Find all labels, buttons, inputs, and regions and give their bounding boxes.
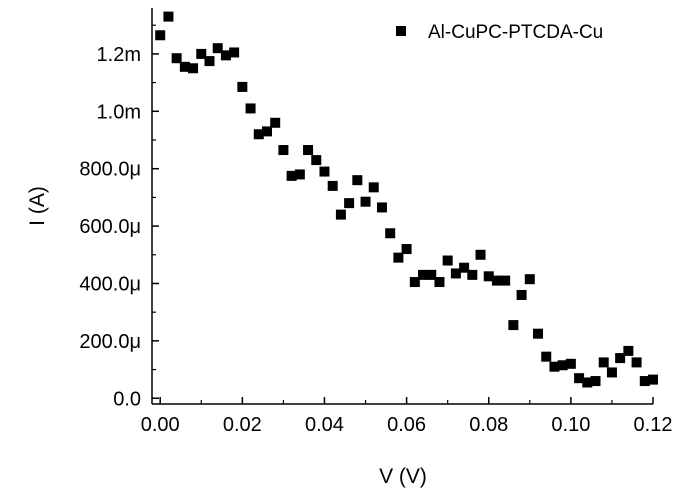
data-point	[574, 373, 585, 384]
y-axis: 0.0 200.0μ 400.0μ 600.0μ 800.0μ 1.0m 1.2m	[79, 8, 159, 410]
data-point	[245, 103, 256, 114]
data-point	[155, 30, 166, 41]
data-point	[237, 81, 248, 92]
data-point	[344, 198, 355, 209]
data-point	[500, 275, 511, 286]
data-point	[229, 47, 240, 58]
data-point	[311, 155, 322, 166]
data-point	[163, 11, 174, 22]
data-point	[450, 268, 461, 279]
data-point	[368, 182, 379, 193]
data-point	[212, 43, 223, 54]
x-tick-label: 0.04	[305, 414, 344, 436]
data-point	[179, 61, 190, 72]
data-point	[516, 289, 527, 300]
data-point	[360, 196, 371, 207]
x-tick-label: 0.06	[387, 414, 426, 436]
data-point	[598, 357, 609, 368]
x-axis: 0.00 0.02 0.04 0.06 0.08 0.10 0.12	[141, 397, 673, 436]
data-point	[549, 361, 560, 372]
data-point	[188, 63, 199, 74]
data-point	[623, 345, 634, 356]
x-tick-label: 0.02	[223, 414, 262, 436]
data-point	[590, 376, 601, 387]
data-point	[615, 353, 626, 364]
data-point	[286, 170, 297, 181]
x-axis-title: V (V)	[379, 465, 427, 488]
data-point	[253, 129, 264, 140]
data-point	[483, 271, 494, 282]
data-point	[467, 269, 478, 280]
data-point	[278, 145, 289, 156]
data-point	[294, 169, 305, 180]
data-point	[352, 175, 363, 186]
data-point	[327, 180, 338, 191]
data-point	[524, 274, 535, 285]
data-point	[582, 377, 593, 388]
y-tick-label: 0.0	[113, 388, 141, 410]
data-point	[196, 48, 207, 59]
data-point	[648, 374, 658, 385]
y-tick-label: 400.0μ	[79, 273, 141, 295]
data-point	[335, 209, 346, 220]
data-points	[155, 11, 658, 388]
y-tick-label: 1.2m	[97, 44, 141, 66]
data-point	[385, 228, 396, 239]
data-point	[508, 320, 519, 331]
y-axis-title: I (A)	[26, 186, 49, 226]
legend: Al-CuPC-PTCDA-Cu	[396, 22, 603, 43]
data-point	[409, 277, 420, 288]
data-point	[631, 357, 642, 368]
data-point	[606, 367, 617, 378]
data-point	[261, 126, 272, 137]
y-tick-label: 200.0μ	[79, 331, 141, 353]
data-point	[376, 202, 387, 213]
data-point	[434, 277, 445, 288]
data-point	[204, 56, 215, 67]
data-point	[319, 166, 330, 177]
data-point	[557, 360, 568, 371]
x-tick-label: 0.00	[141, 414, 180, 436]
data-point	[459, 262, 470, 273]
data-point	[541, 351, 552, 362]
data-point	[171, 53, 182, 64]
y-tick-label: 1.0m	[97, 101, 141, 123]
legend-marker	[396, 26, 406, 36]
y-tick-label: 600.0μ	[79, 216, 141, 238]
data-point	[393, 252, 404, 263]
x-tick-label: 0.08	[469, 414, 508, 436]
data-point	[475, 249, 486, 260]
data-point	[426, 269, 437, 280]
legend-label: Al-CuPC-PTCDA-Cu	[428, 22, 603, 43]
data-point	[442, 255, 453, 266]
data-point	[303, 145, 314, 156]
y-tick-label: 800.0μ	[79, 159, 141, 181]
data-point	[639, 376, 650, 387]
data-point	[565, 358, 576, 369]
data-point	[491, 275, 502, 286]
x-tick-label: 0.10	[551, 414, 590, 436]
x-tick-label: 0.12	[634, 414, 673, 436]
data-point	[533, 328, 544, 339]
data-point	[220, 50, 231, 61]
data-point	[401, 244, 412, 255]
data-point	[418, 269, 429, 280]
data-point	[270, 117, 281, 128]
